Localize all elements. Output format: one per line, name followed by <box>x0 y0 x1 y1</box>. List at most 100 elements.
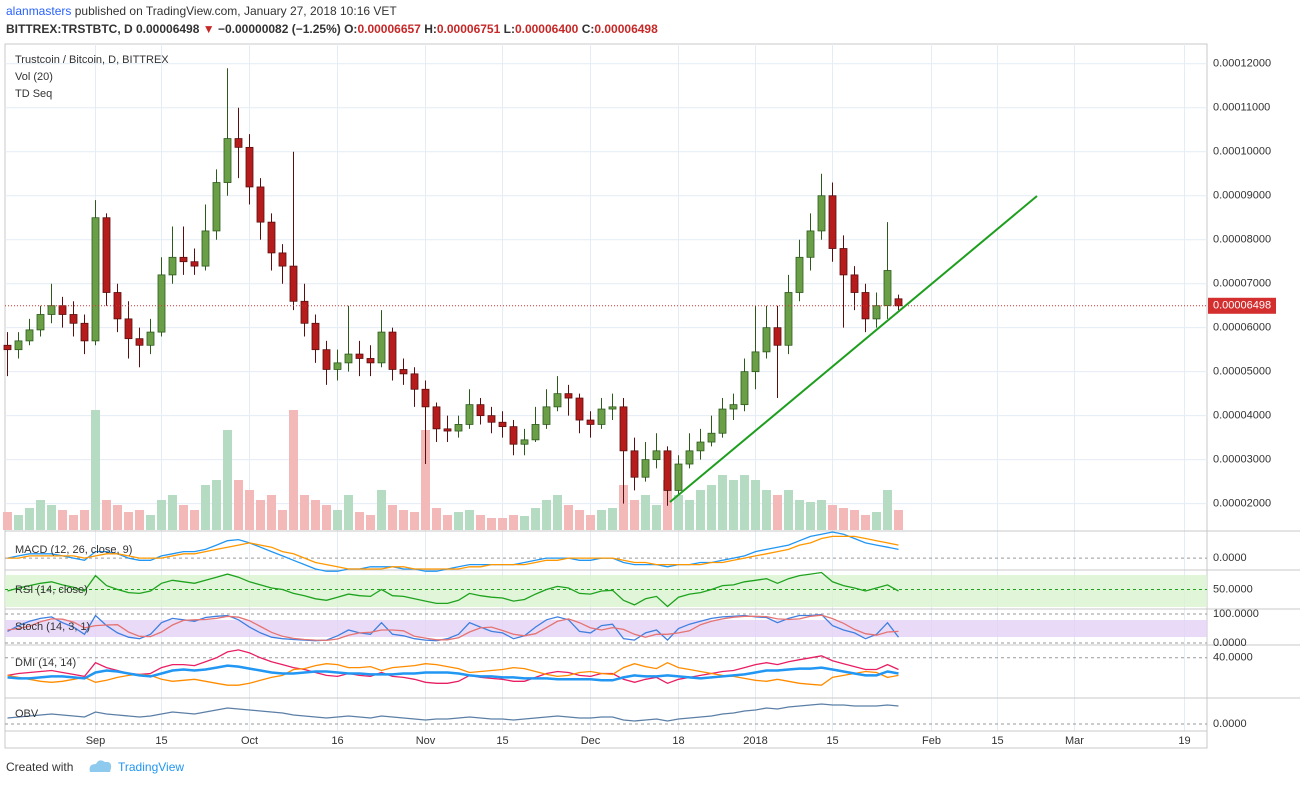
x-tick-label: 18 <box>672 735 684 747</box>
y-tick-label: 0.00002000 <box>1213 498 1271 510</box>
volume-bar <box>300 495 309 530</box>
marks <box>3 68 1207 722</box>
candle-body <box>751 351 760 373</box>
volume-bar <box>685 500 694 530</box>
x-tick-label: Mar <box>1065 735 1084 747</box>
volume-bar <box>850 510 859 530</box>
candle-body <box>443 428 452 432</box>
y-tick-label: 0.00004000 <box>1213 410 1271 422</box>
volume-bar <box>542 500 551 530</box>
indicator-line <box>7 535 899 570</box>
volume-bar <box>377 490 386 530</box>
candle-body <box>586 419 595 425</box>
volume-bar <box>817 500 826 530</box>
candle-body <box>300 300 309 324</box>
candle-body <box>454 424 463 432</box>
candle-body <box>234 138 243 148</box>
candle-body <box>652 450 661 461</box>
y-tick-label: 0.00010000 <box>1213 146 1271 158</box>
volume-bar <box>322 505 331 530</box>
header: alanmasters published on TradingView.com… <box>6 4 397 18</box>
indicator-line <box>7 614 899 642</box>
y-tick-label: 0.00008000 <box>1213 234 1271 246</box>
volume-bar <box>520 516 529 530</box>
price: 0.00006498 <box>136 22 200 36</box>
candle-body <box>839 248 848 276</box>
candle-body <box>597 408 606 425</box>
indicator-label: OBV <box>15 708 39 720</box>
candle-body <box>432 406 441 430</box>
footer-brand[interactable]: TradingView <box>118 760 184 774</box>
volume-bar <box>641 495 650 530</box>
candle-body <box>795 256 804 293</box>
volume-bar <box>80 510 89 530</box>
volume-bar <box>432 508 441 530</box>
volume-bar <box>806 502 815 530</box>
header-text: published on TradingView.com, January 27… <box>75 4 398 18</box>
volume-bar <box>69 515 78 530</box>
y-tick-label: 0.00003000 <box>1213 454 1271 466</box>
volume-bar <box>740 475 749 530</box>
candle-body <box>465 404 474 425</box>
candle-body <box>850 274 859 293</box>
indicator-label: RSI (14, close) <box>15 584 88 596</box>
y-tick-label: 0.00005000 <box>1213 366 1271 378</box>
volume-bar <box>344 495 353 530</box>
volume-bar <box>828 505 837 530</box>
h-label: H: <box>424 22 437 36</box>
candle-body <box>762 327 771 353</box>
volume-bar <box>553 495 562 530</box>
last-price-label: 0.00006498 <box>1213 300 1271 312</box>
volume-bar <box>190 510 199 530</box>
candle-body <box>256 186 265 223</box>
x-tick-label: Feb <box>922 735 941 747</box>
candle-body <box>289 265 298 302</box>
x-tick-label: 15 <box>991 735 1003 747</box>
candle-body <box>531 424 540 441</box>
volume-bar <box>652 505 661 530</box>
x-tick-label: 2018 <box>743 735 767 747</box>
h-value: 0.00006751 <box>437 22 501 36</box>
volume-bar <box>751 480 760 530</box>
study-label: TD Seq <box>15 88 52 100</box>
candle-body <box>872 305 881 320</box>
volume-bar <box>388 505 397 530</box>
author[interactable]: alanmasters <box>6 4 71 18</box>
volume-bar <box>707 485 716 530</box>
quote-line: BITTREX:TRSTBTC, D 0.00006498 ▼ −0.00000… <box>6 22 658 36</box>
candle-body <box>355 353 364 359</box>
x-tick-label: 15 <box>826 735 838 747</box>
volume-bar <box>333 510 342 530</box>
l-value: 0.00006400 <box>515 22 579 36</box>
candle-body <box>135 338 144 346</box>
candle-body <box>80 322 89 342</box>
x-tick-label: 15 <box>496 735 508 747</box>
candle-body <box>36 314 45 331</box>
candle-body <box>267 221 276 254</box>
indicator-label: MACD (12, 26, close, 9) <box>15 544 132 556</box>
volume-bar <box>245 490 254 530</box>
candle-body <box>674 463 683 491</box>
volume-bar <box>718 475 727 530</box>
volume-bar <box>630 500 639 530</box>
indicator-line <box>7 571 899 608</box>
candle-body <box>487 415 496 423</box>
volume-bar <box>531 508 540 530</box>
volume-bar <box>696 490 705 530</box>
candle-body <box>168 256 177 276</box>
candle-body <box>817 195 826 232</box>
candle-body <box>157 274 166 333</box>
y-tick-label: 0.00011000 <box>1213 102 1270 114</box>
candle-body <box>608 406 617 410</box>
candle-body <box>377 331 386 364</box>
candle-body <box>278 252 287 267</box>
candle-body <box>509 426 518 445</box>
volume-bar <box>564 505 573 530</box>
volume-bar <box>366 515 375 530</box>
candle-body <box>575 397 584 421</box>
candle-body <box>542 406 551 425</box>
candle-body <box>388 331 397 370</box>
volume-bar <box>586 515 595 530</box>
indicator-tick-label: 0.0000 <box>1213 718 1247 730</box>
volume-bar <box>597 510 606 530</box>
